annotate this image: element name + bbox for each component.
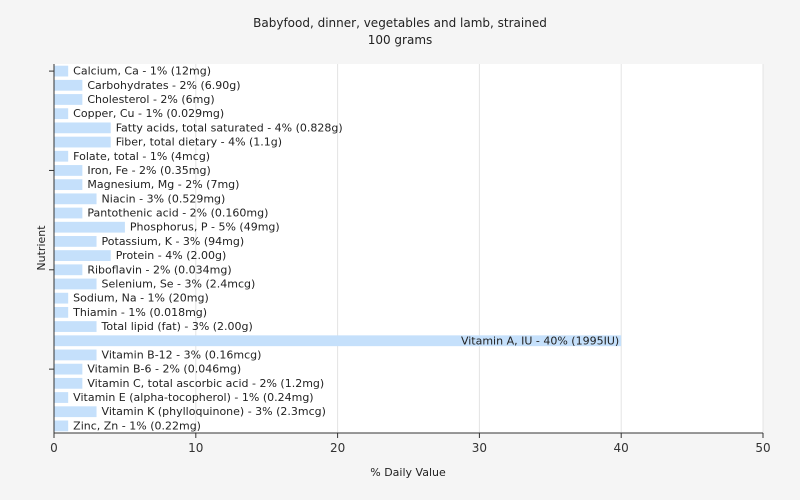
bar-label: Thiamin - 1% (0.018mg)	[72, 306, 207, 319]
x-tick-label: 20	[330, 441, 345, 455]
bar	[54, 179, 83, 191]
bar	[54, 122, 111, 134]
bar-label: Vitamin B-6 - 2% (0.046mg)	[87, 363, 241, 376]
bar	[54, 221, 125, 233]
bar-label: Fiber, total dietary - 4% (1.1g)	[116, 136, 282, 149]
bar-label: Vitamin B-12 - 3% (0.16mcg)	[102, 348, 262, 361]
bar-label: Phosphorus, P - 5% (49mg)	[130, 221, 280, 234]
bar-label: Copper, Cu - 1% (0.029mg)	[73, 107, 224, 120]
bar-label: Sodium, Na - 1% (20mg)	[73, 292, 209, 305]
bar	[54, 193, 97, 205]
bar-label: Carbohydrates - 2% (6.90g)	[87, 79, 240, 92]
bar	[54, 363, 83, 375]
bar-label: Riboflavin - 2% (0.034mg)	[87, 263, 231, 276]
chart-title: Babyfood, dinner, vegetables and lamb, s…	[253, 16, 547, 30]
bar	[54, 420, 69, 432]
bar	[54, 65, 69, 77]
bar	[54, 165, 83, 176]
bar-label: Zinc, Zn - 1% (0.22mg)	[73, 419, 201, 432]
bar	[54, 136, 111, 148]
bar-label: Vitamin E (alpha-tocopherol) - 1% (0.24m…	[73, 391, 313, 404]
bar	[54, 150, 69, 162]
bar	[54, 321, 97, 332]
bar	[54, 108, 69, 120]
bar	[54, 306, 69, 318]
gridlines	[195, 64, 764, 433]
x-tick-label: 50	[755, 441, 770, 455]
bar	[54, 94, 83, 105]
bar	[54, 207, 83, 219]
bar	[54, 406, 97, 418]
x-axis-title: % Daily Value	[370, 466, 446, 479]
bar-label: Vitamin A, IU - 40% (1995IU)	[461, 334, 619, 347]
bar	[54, 392, 69, 403]
plot-area	[54, 64, 763, 433]
bar	[54, 292, 69, 304]
axes: 0 10 20 30 40 50	[49, 64, 771, 455]
bar-label: Total lipid (fat) - 3% (2.00g)	[101, 320, 253, 333]
bar	[54, 236, 97, 247]
bar-label: Protein - 4% (2.00g)	[116, 249, 227, 262]
bar	[54, 250, 111, 261]
bar-label: Potassium, K - 3% (94mg)	[102, 235, 245, 248]
bars: Calcium, Ca - 1% (12mg)Carbohydrates - 2…	[54, 65, 622, 432]
bar	[54, 349, 97, 361]
bar-label: Cholesterol - 2% (6mg)	[87, 93, 214, 106]
y-axis-title: Nutrient	[35, 225, 48, 271]
x-tick-label: 40	[614, 441, 629, 455]
bar	[54, 79, 83, 91]
bar	[54, 264, 83, 276]
bar-label: Folate, total - 1% (4mcg)	[73, 150, 210, 163]
bar-label: Pantothenic acid - 2% (0.160mg)	[87, 207, 268, 220]
bar-label: Fatty acids, total saturated - 4% (0.828…	[116, 121, 343, 134]
bar-label: Vitamin C, total ascorbic acid - 2% (1.2…	[87, 377, 324, 390]
bar-label: Vitamin K (phylloquinone) - 3% (2.3mcg)	[102, 405, 326, 418]
bar-label: Niacin - 3% (0.529mg)	[102, 192, 226, 205]
x-tick-label: 0	[50, 441, 58, 455]
bar-label: Iron, Fe - 2% (0.35mg)	[87, 164, 210, 177]
bar-label: Calcium, Ca - 1% (12mg)	[73, 65, 211, 78]
chart-subtitle: 100 grams	[368, 33, 433, 47]
bar	[54, 377, 83, 389]
bar	[54, 335, 622, 347]
bar	[54, 278, 97, 290]
x-tick-label: 30	[472, 441, 487, 455]
x-tick-label: 10	[188, 441, 203, 455]
bar-label: Magnesium, Mg - 2% (7mg)	[87, 178, 239, 191]
bar-label: Selenium, Se - 3% (2.4mcg)	[102, 277, 256, 290]
